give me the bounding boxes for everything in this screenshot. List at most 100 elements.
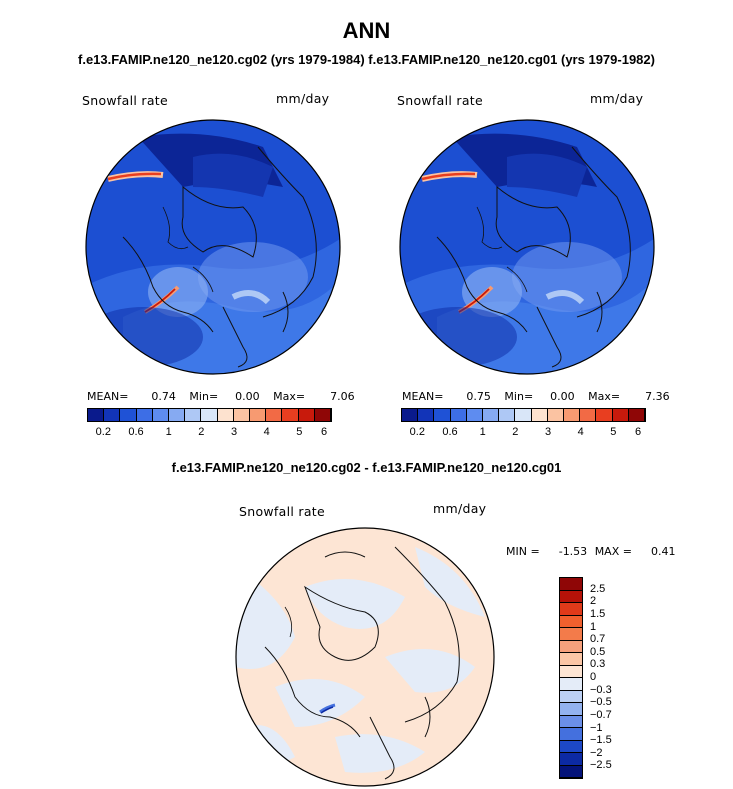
colorbar-swatch — [612, 409, 629, 421]
right-colorbar — [401, 408, 646, 422]
colorbar-swatch — [547, 409, 565, 421]
colorbar-swatch — [466, 409, 484, 421]
right-max-label: Max= — [588, 390, 621, 403]
case-comparison-subtitle: f.e13.FAMIP.ne120_ne120.cg02 (yrs 1979-1… — [78, 52, 655, 67]
colorbar-tick-label: −1.5 — [590, 734, 612, 747]
colorbar-tick-label: 2 — [590, 595, 597, 608]
colorbar-tick-label: 0.3 — [590, 658, 606, 671]
colorbar-swatch — [531, 409, 548, 421]
diff-units-label: mm/day — [433, 501, 487, 516]
right-mean-value: 0.75 — [466, 390, 491, 403]
colorbar-tick-label: 1 — [479, 426, 486, 438]
colorbar-swatch — [560, 615, 582, 628]
right-units-label: mm/day — [590, 91, 644, 106]
colorbar-swatch — [560, 690, 582, 703]
left-mean-value: 0.74 — [151, 390, 176, 403]
colorbar-swatch — [560, 753, 582, 766]
diff-min-value: -1.53 — [558, 545, 588, 558]
colorbar-swatch — [250, 409, 267, 421]
colorbar-swatch — [560, 740, 582, 753]
right-variable-label: Snowfall rate — [397, 93, 483, 108]
colorbar-tick-label: −0.5 — [590, 696, 612, 709]
left-variable-label: Snowfall rate — [82, 93, 168, 108]
colorbar-swatch — [560, 728, 582, 741]
colorbar-swatch — [560, 653, 582, 666]
right-colorbar-ticks: 0.2 0.6 1 2 3 4 5 6 — [401, 426, 646, 440]
right-polar-map — [399, 119, 655, 375]
left-mean-label: MEAN= — [87, 390, 129, 403]
left-min-value: 0.00 — [235, 390, 260, 403]
colorbar-swatch — [152, 409, 170, 421]
colorbar-tick-label: 2 — [198, 426, 205, 438]
colorbar-swatch — [201, 409, 218, 421]
right-min-value: 0.00 — [550, 390, 575, 403]
left-colorbar — [87, 408, 332, 422]
colorbar-tick-label: −0.3 — [590, 683, 612, 696]
colorbar-tick-label: 2.5 — [590, 582, 606, 595]
left-units-label: mm/day — [276, 91, 330, 106]
colorbar-swatch — [169, 409, 186, 421]
colorbar-tick-label: 3 — [230, 426, 238, 438]
colorbar-swatch — [434, 409, 451, 421]
right-mean-label: MEAN= — [402, 390, 444, 403]
colorbar-swatch — [515, 409, 532, 421]
colorbar-swatch — [560, 715, 582, 728]
colorbar-swatch — [560, 603, 582, 616]
difference-title: f.e13.FAMIP.ne120_ne120.cg02 - f.e13.FAM… — [171, 460, 562, 475]
left-max-label: Max= — [273, 390, 306, 403]
colorbar-tick-label: 5 — [610, 426, 617, 438]
colorbar-swatch — [120, 409, 137, 421]
colorbar-swatch — [628, 409, 646, 421]
difference-polar-map — [235, 527, 495, 787]
colorbar-swatch — [560, 665, 582, 678]
colorbar-tick-label: 5 — [296, 426, 303, 438]
colorbar-swatch — [233, 409, 251, 421]
left-colorbar-ticks: 0.2 0.6 1 2 3 4 5 6 — [87, 426, 332, 440]
colorbar-swatch — [185, 409, 202, 421]
colorbar-swatch — [580, 409, 597, 421]
diff-colorbar — [559, 577, 583, 779]
colorbar-tick-label: 0.2 — [409, 426, 425, 438]
colorbar-swatch — [560, 578, 582, 591]
colorbar-swatch — [564, 409, 581, 421]
diff-variable-label: Snowfall rate — [239, 504, 325, 519]
colorbar-swatch — [88, 409, 105, 421]
diff-min-label: MIN = — [506, 545, 540, 558]
colorbar-tick-label: 6 — [320, 426, 328, 438]
colorbar-swatch — [282, 409, 299, 421]
colorbar-tick-label: 6 — [634, 426, 642, 438]
colorbar-tick-label: 3 — [544, 426, 552, 438]
left-polar-map — [85, 119, 341, 375]
colorbar-swatch — [560, 765, 582, 778]
colorbar-swatch — [560, 678, 582, 691]
colorbar-tick-label: −2.5 — [590, 759, 612, 772]
colorbar-tick-label: 1 — [590, 620, 597, 633]
diff-max-value: 0.41 — [650, 545, 676, 558]
colorbar-swatch — [596, 409, 613, 421]
colorbar-tick-label: −2 — [590, 746, 603, 759]
colorbar-tick-label: 0.6 — [128, 426, 144, 438]
colorbar-tick-label: 0.2 — [95, 426, 111, 438]
colorbar-swatch — [266, 409, 283, 421]
left-min-label: Min= — [189, 390, 219, 403]
colorbar-tick-label: −0.7 — [590, 708, 612, 721]
colorbar-swatch — [314, 409, 332, 421]
colorbar-tick-label: 4 — [577, 426, 584, 438]
colorbar-swatch — [450, 409, 467, 421]
colorbar-tick-label: 0.5 — [590, 645, 606, 658]
diff-colorbar-ticks: 2.5 2 1.5 1 0.7 0.5 0.3 0 −0.3 −0.5 −0.7 −1 −1.5 −2 −2… — [590, 577, 630, 779]
colorbar-swatch — [402, 409, 419, 421]
colorbar-swatch — [418, 409, 435, 421]
colorbar-swatch — [136, 409, 153, 421]
page-title: ANN — [342, 18, 391, 43]
colorbar-swatch — [104, 409, 121, 421]
colorbar-tick-label: 0.6 — [442, 426, 458, 438]
colorbar-tick-label: 1 — [165, 426, 172, 438]
colorbar-swatch — [217, 409, 234, 421]
colorbar-swatch — [560, 590, 582, 603]
colorbar-swatch — [560, 628, 582, 641]
colorbar-tick-label: 4 — [263, 426, 270, 438]
right-max-value: 7.36 — [645, 390, 670, 403]
diff-max-label: MAX = — [594, 545, 632, 558]
colorbar-swatch — [560, 640, 582, 653]
